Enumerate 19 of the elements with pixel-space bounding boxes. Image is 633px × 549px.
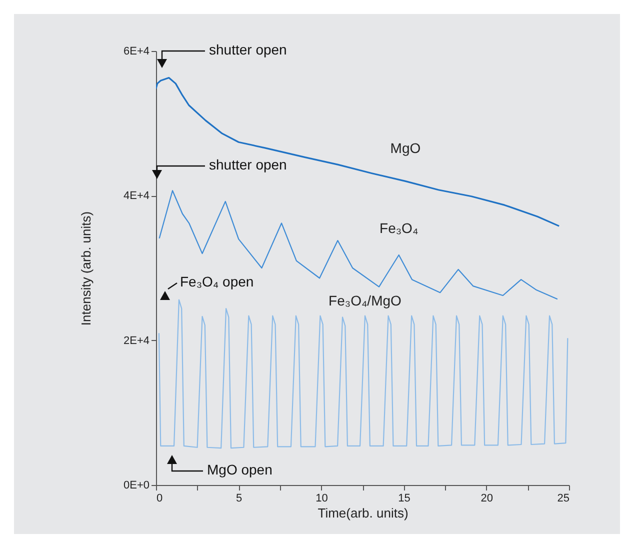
x-tick-label: 15	[398, 492, 410, 504]
y-tick-label: 0E+0	[124, 480, 150, 492]
annotation: shutter open	[209, 42, 287, 58]
y-tick-label: 2E+4	[124, 334, 150, 347]
x-tick-label: 10	[316, 492, 328, 504]
y-axis-title: Intensity (arb. units)	[78, 211, 94, 326]
x-tick-label: 0	[156, 492, 163, 504]
x-tick-label: 20	[480, 492, 494, 504]
y-tick-label: 4E+4	[124, 190, 150, 202]
x-tick-label: 5	[236, 492, 242, 504]
series-label: Fe₃O₄	[380, 220, 418, 236]
annotation: Fe₃O₄ open	[180, 274, 254, 290]
x-axis-title: Time(arb. units)	[318, 506, 408, 520]
series-label: MgO	[390, 140, 421, 156]
y-tick-label: 6E+4	[124, 46, 150, 58]
annotation: MgO open	[207, 462, 272, 478]
x-tick-label: 25	[557, 492, 570, 504]
series-label: Fe₃O₄/MgO	[328, 292, 402, 309]
annotation: shutter open	[209, 156, 287, 173]
